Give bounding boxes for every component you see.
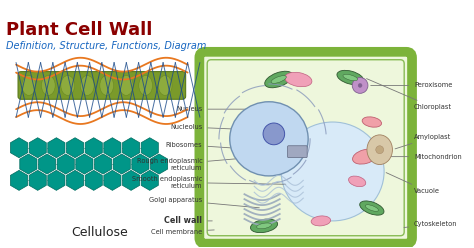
Ellipse shape — [100, 76, 114, 95]
Ellipse shape — [81, 76, 94, 95]
Polygon shape — [104, 170, 121, 190]
Ellipse shape — [119, 76, 133, 95]
Text: Peroxisome: Peroxisome — [371, 82, 452, 89]
Polygon shape — [150, 154, 168, 174]
Ellipse shape — [285, 72, 312, 87]
Text: Cellulose: Cellulose — [71, 226, 128, 239]
FancyBboxPatch shape — [200, 52, 412, 244]
Text: Cytoskeleton: Cytoskeleton — [404, 221, 457, 227]
Ellipse shape — [22, 76, 36, 95]
Text: Cell membrane: Cell membrane — [151, 229, 214, 235]
Ellipse shape — [365, 205, 378, 211]
Text: Golgi apparatus: Golgi apparatus — [149, 197, 259, 208]
Text: Nucleus: Nucleus — [176, 106, 246, 112]
Polygon shape — [66, 138, 83, 158]
Polygon shape — [122, 170, 140, 190]
Ellipse shape — [311, 216, 331, 226]
Polygon shape — [141, 170, 158, 190]
Polygon shape — [94, 154, 112, 174]
Polygon shape — [141, 138, 158, 158]
Ellipse shape — [61, 76, 74, 95]
Polygon shape — [48, 138, 65, 158]
Polygon shape — [132, 154, 149, 174]
Polygon shape — [76, 154, 93, 174]
Polygon shape — [29, 170, 46, 190]
Text: Vacuole: Vacuole — [386, 173, 440, 194]
Ellipse shape — [265, 71, 293, 88]
Polygon shape — [48, 170, 65, 190]
FancyBboxPatch shape — [288, 146, 307, 158]
Text: Definition, Structure, Functions, Diagram: Definition, Structure, Functions, Diagra… — [6, 41, 207, 51]
Text: Rough endoplasmic
reticulum: Rough endoplasmic reticulum — [137, 154, 293, 171]
Polygon shape — [57, 154, 74, 174]
Ellipse shape — [230, 102, 308, 176]
Polygon shape — [104, 138, 121, 158]
Polygon shape — [85, 138, 102, 158]
Ellipse shape — [360, 201, 384, 215]
Ellipse shape — [353, 149, 377, 164]
Polygon shape — [85, 170, 102, 190]
Text: Ribosomes: Ribosomes — [166, 142, 286, 152]
Polygon shape — [20, 154, 37, 174]
Ellipse shape — [158, 76, 172, 95]
Ellipse shape — [376, 146, 383, 154]
Polygon shape — [38, 154, 55, 174]
Text: Mitochondrion: Mitochondrion — [381, 154, 462, 160]
Text: Chloroplast: Chloroplast — [366, 79, 452, 110]
Ellipse shape — [337, 70, 364, 85]
Polygon shape — [122, 138, 140, 158]
Ellipse shape — [256, 223, 272, 229]
Polygon shape — [29, 138, 46, 158]
Text: Nucleolus: Nucleolus — [170, 124, 276, 131]
Ellipse shape — [250, 219, 278, 233]
Ellipse shape — [41, 76, 55, 95]
Polygon shape — [10, 170, 27, 190]
Text: Amyloplast: Amyloplast — [395, 134, 451, 149]
Text: Plant Cell Wall: Plant Cell Wall — [6, 21, 153, 39]
FancyBboxPatch shape — [18, 72, 186, 99]
Ellipse shape — [348, 176, 366, 187]
Ellipse shape — [281, 122, 384, 221]
Ellipse shape — [367, 135, 392, 164]
Polygon shape — [66, 170, 83, 190]
Ellipse shape — [343, 74, 357, 81]
Ellipse shape — [352, 78, 368, 93]
Ellipse shape — [139, 76, 153, 95]
Text: Cell wall: Cell wall — [164, 217, 212, 225]
Polygon shape — [113, 154, 130, 174]
Ellipse shape — [271, 76, 286, 83]
Polygon shape — [10, 138, 27, 158]
Ellipse shape — [263, 123, 284, 145]
Ellipse shape — [358, 84, 362, 87]
Text: Smooth endoplasmic
reticulum: Smooth endoplasmic reticulum — [132, 176, 286, 189]
Ellipse shape — [362, 117, 382, 127]
